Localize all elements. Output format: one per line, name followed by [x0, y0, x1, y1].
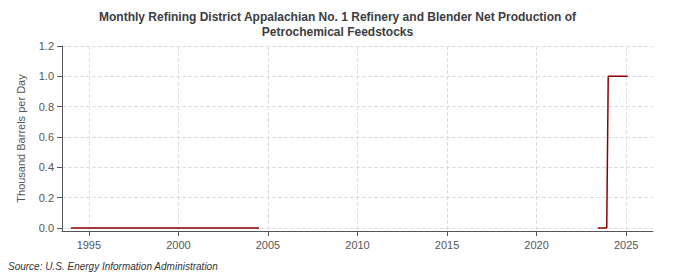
svg-text:1.2: 1.2 — [39, 40, 54, 52]
svg-text:1995: 1995 — [77, 239, 101, 251]
svg-text:Petrochemical Feedstocks: Petrochemical Feedstocks — [262, 25, 414, 39]
svg-text:0.0: 0.0 — [39, 222, 54, 234]
svg-text:0.2: 0.2 — [39, 192, 54, 204]
svg-text:Source: U.S. Energy Informatio: Source: U.S. Energy Information Administ… — [8, 261, 218, 272]
svg-text:2010: 2010 — [345, 239, 369, 251]
svg-text:2000: 2000 — [166, 239, 190, 251]
svg-text:2020: 2020 — [524, 239, 548, 251]
svg-text:0.8: 0.8 — [39, 101, 54, 113]
svg-text:0.6: 0.6 — [39, 131, 54, 143]
svg-text:Thousand Barrels per Day: Thousand Barrels per Day — [15, 74, 27, 203]
svg-text:1.0: 1.0 — [39, 70, 54, 82]
svg-text:2005: 2005 — [256, 239, 280, 251]
svg-text:2025: 2025 — [614, 239, 638, 251]
svg-text:Monthly Refining District Appa: Monthly Refining District Appalachian No… — [99, 10, 577, 24]
svg-text:2015: 2015 — [435, 239, 459, 251]
svg-text:0.4: 0.4 — [39, 161, 54, 173]
